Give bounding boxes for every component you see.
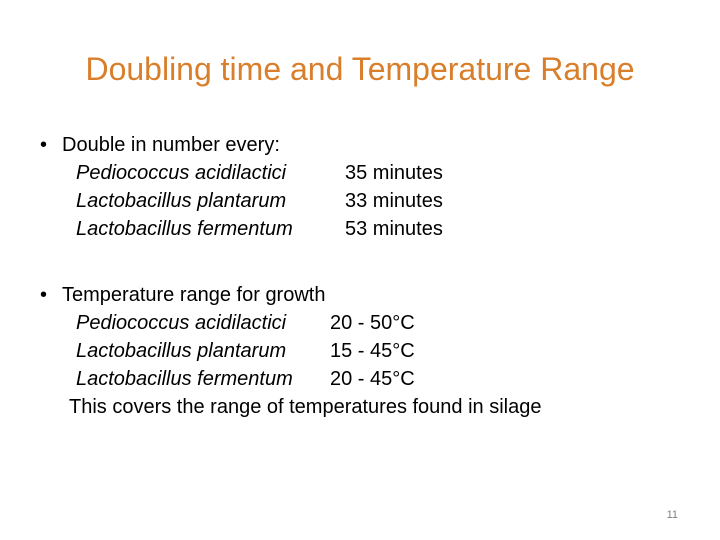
doubling-time-value: 33 minutes — [345, 190, 443, 212]
silage-note: This covers the range of temperatures fo… — [69, 396, 542, 418]
species-name: Lactobacillus plantarum — [76, 190, 287, 212]
temperature-range-value: 15 - 45°C — [330, 340, 415, 362]
slide-title: Doubling time and Temperature Range — [85, 51, 635, 87]
species-name: Pediococcus acidilactici — [76, 162, 287, 184]
bullet-icon: • — [40, 284, 48, 306]
page-number: 11 — [666, 509, 678, 521]
species-name: Lactobacillus fermentum — [76, 368, 293, 390]
species-name: Lactobacillus fermentum — [76, 218, 293, 240]
doubling-time-value: 53 minutes — [345, 218, 443, 240]
species-name: Lactobacillus plantarum — [76, 340, 287, 362]
species-name: Pediococcus acidilactici — [76, 312, 287, 334]
temperature-range-value: 20 - 45°C — [330, 368, 415, 390]
temperature-range-value: 20 - 50°C — [330, 312, 415, 334]
bullet-heading: Double in number every: — [62, 134, 280, 156]
bullet-heading: Temperature range for growth — [62, 284, 326, 306]
doubling-time-value: 35 minutes — [345, 162, 443, 184]
bullet-icon: • — [40, 134, 48, 156]
